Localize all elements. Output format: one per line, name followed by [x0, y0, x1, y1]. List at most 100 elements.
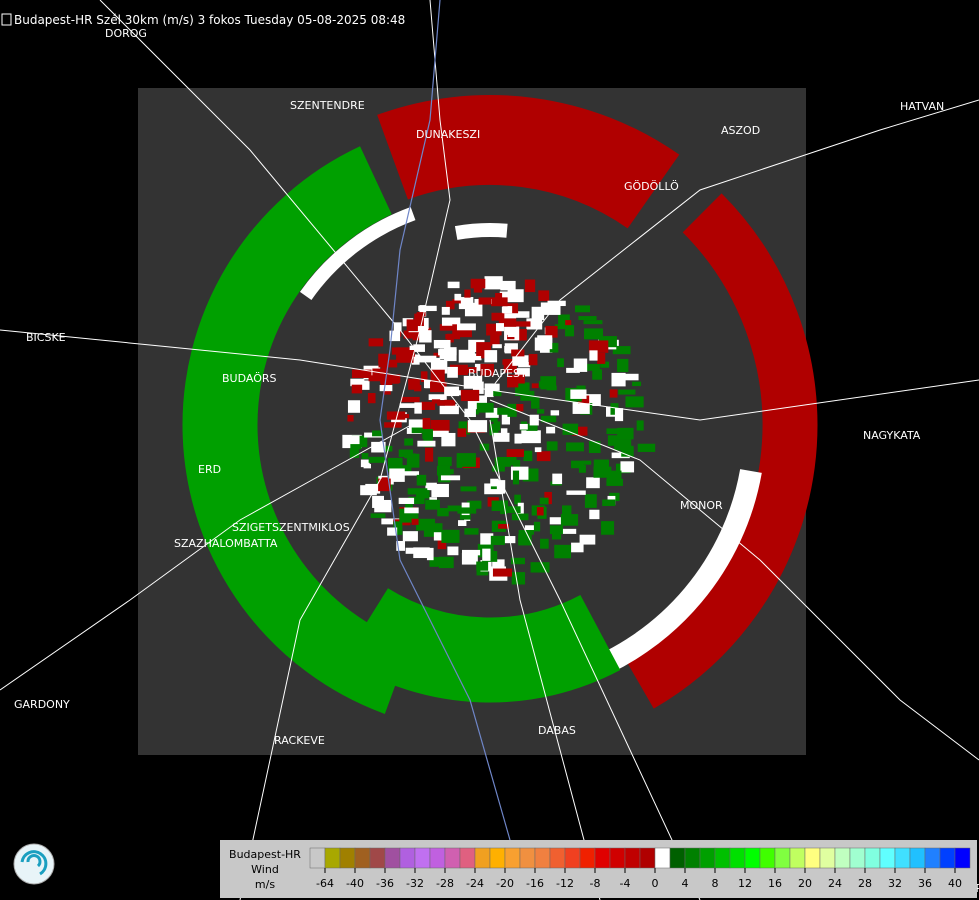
legend-swatch — [684, 847, 701, 869]
echo-cell — [408, 325, 429, 333]
echo-cell — [447, 546, 459, 556]
echo-cell — [381, 518, 400, 525]
legend-title: m/s — [255, 878, 275, 891]
echo-cell — [518, 383, 529, 393]
echo-cell — [545, 325, 558, 338]
legend-swatch — [519, 847, 536, 869]
echo-cell — [492, 559, 505, 569]
echo-cell — [447, 505, 466, 512]
logo-swirl — [20, 850, 48, 876]
echo-cell — [600, 361, 610, 368]
echo-cell — [602, 499, 616, 507]
echo-cell — [636, 420, 644, 431]
echo-cell — [538, 290, 550, 302]
echo-cell — [479, 443, 490, 451]
echo-cell — [506, 449, 525, 457]
echo-cell — [511, 572, 526, 585]
echo-cell — [495, 323, 504, 332]
echo-cell — [351, 369, 372, 378]
place-label: MONOR — [680, 499, 723, 512]
echo-cell — [467, 420, 488, 433]
echo-cell — [526, 423, 538, 431]
echo-cell — [493, 421, 501, 431]
echo-cell — [510, 557, 525, 565]
echo-cell — [490, 334, 500, 346]
echo-cell — [495, 292, 503, 301]
echo-cell — [503, 506, 521, 514]
place-label: BICSKE — [26, 331, 66, 344]
place-label: SZAZHALOMBATTA — [174, 537, 278, 550]
echo-cell — [592, 369, 603, 380]
echo-cell — [391, 347, 400, 355]
echo-cell — [387, 457, 403, 472]
legend-swatch — [324, 847, 341, 869]
echo-cell — [445, 469, 454, 475]
echo-cell — [518, 533, 532, 546]
echo-cell — [351, 384, 363, 394]
legend-swatch — [579, 847, 596, 869]
echo-cell — [537, 409, 545, 414]
echo-cell — [493, 390, 502, 397]
place-label: RACKEVE — [274, 734, 325, 747]
echo-cell — [558, 528, 577, 534]
echo-cell — [381, 362, 389, 371]
echo-cell — [428, 394, 447, 401]
echo-cell — [490, 383, 500, 396]
echo-cell — [502, 306, 513, 314]
echo-cell — [552, 473, 563, 485]
echo-cell — [444, 386, 460, 397]
echo-cell — [470, 278, 486, 289]
echo-cell — [437, 540, 447, 550]
echo-cell — [557, 358, 564, 368]
echo-cell — [365, 483, 381, 494]
echo-cell — [378, 353, 389, 364]
legend-tick-label: 0 — [652, 877, 659, 890]
echo-cell — [437, 508, 449, 517]
echo-cell — [378, 478, 391, 492]
echo-cell — [379, 385, 393, 392]
echo-cell — [491, 297, 508, 307]
echo-cell — [404, 453, 416, 459]
menu-icon[interactable] — [1, 13, 12, 26]
echo-cell — [546, 385, 557, 391]
echo-cell — [405, 500, 413, 509]
echo-cell — [490, 535, 505, 546]
echo-cell — [401, 396, 420, 403]
echo-cell — [583, 320, 603, 325]
echo-cell — [414, 313, 424, 327]
echo-cell — [534, 447, 542, 453]
echo-cell — [490, 478, 499, 487]
echo-cell — [554, 324, 571, 330]
echo-cell — [457, 428, 467, 437]
echo-cell — [507, 334, 515, 340]
echo-cell — [566, 490, 586, 495]
legend-swatch — [534, 847, 551, 869]
place-label: DUNAKESZI — [416, 128, 480, 141]
echo-cell — [609, 389, 618, 398]
echo-cell — [413, 547, 430, 559]
echo-cell — [347, 400, 361, 413]
echo-cell — [411, 427, 427, 434]
echo-cell — [398, 449, 413, 458]
legend-swatch — [894, 847, 911, 869]
place-label: ERD — [198, 463, 221, 476]
echo-cell — [566, 442, 584, 452]
echo-cell — [511, 321, 531, 327]
legend-swatch — [654, 847, 671, 869]
legend-swatch — [624, 847, 641, 869]
echo-cell — [554, 544, 572, 559]
echo-cell — [584, 394, 601, 406]
legend-swatch — [339, 847, 356, 869]
echo-cell — [498, 523, 510, 529]
echo-band — [299, 206, 416, 301]
echo-cell — [473, 283, 483, 293]
echo-cell — [514, 311, 530, 318]
echo-cell — [539, 347, 553, 353]
legend-tick-label: -64 — [316, 877, 334, 890]
echo-cell — [577, 395, 590, 404]
echo-cell — [546, 426, 556, 434]
echo-cell — [444, 399, 454, 406]
echo-cell — [492, 344, 502, 349]
echo-cell — [371, 441, 386, 453]
echo-cell — [617, 358, 629, 373]
